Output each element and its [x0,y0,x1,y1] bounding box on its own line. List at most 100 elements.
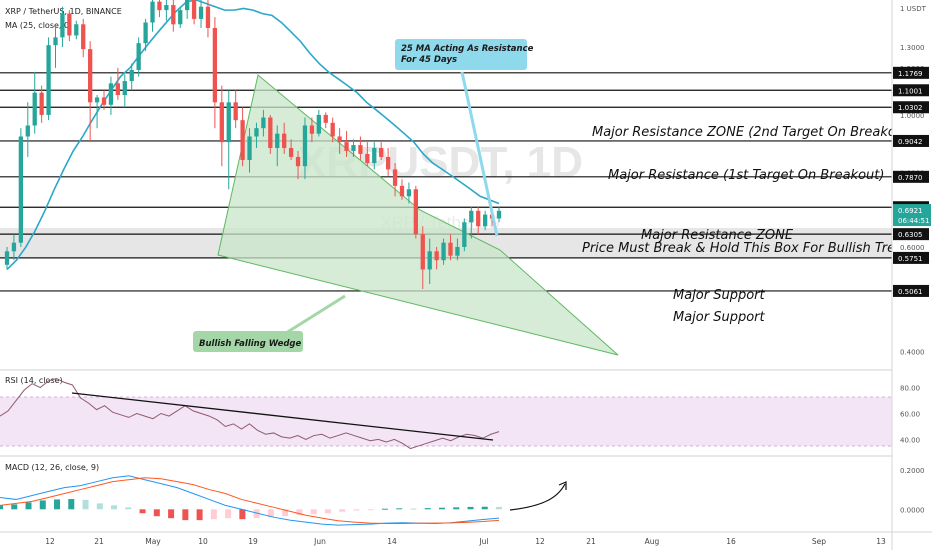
ma-line [6,0,500,271]
macd-histogram-bar [481,506,488,510]
time-axis-tick: May [145,537,161,546]
candle-body [406,189,412,197]
candle-body [226,102,231,143]
price-level-label: 0.9042 [898,138,923,146]
candle-body [94,97,100,103]
rsi-axis-tick: 60.00 [900,411,920,419]
candle-body [427,251,432,270]
falling-wedge [217,74,619,356]
macd-histogram-bar [339,509,346,512]
price-level-tag [893,170,929,183]
ma-legend: MA (25, close, 0) [5,21,73,30]
macd-histogram-bar [96,503,103,510]
price-axis-labels: 1.17691.10011.03020.90420.78700.69970.63… [893,66,931,297]
candle-body [39,92,44,115]
candle-body [205,6,211,28]
candle-body [254,128,259,137]
price-level-label: 0.5751 [898,255,923,263]
macd-axis-tick: 0.2000 [900,467,925,475]
rsi-band [0,397,892,446]
candle-body [157,1,162,11]
macd-histogram-bar [453,507,460,510]
rsi-legend: RSI (14, close) [5,376,63,385]
macd-histogram-bar [153,509,160,517]
current-price-tag [893,204,931,227]
annotation-resistance-zone: Major Resistance ZONE [641,228,794,243]
macd-histogram-bar [182,509,189,521]
price-axis-tick: 1.3000 [900,44,925,52]
macd-histogram-bar [196,509,203,521]
candle-body [178,10,183,25]
callout-pointer-ma [460,71,499,237]
callout-wedge-text: Bullish Falling Wedge [199,339,302,349]
price-axis-tick: 1.0000 [900,112,925,120]
candle-body [337,136,342,143]
candle-body [441,242,446,261]
candle-body [11,242,17,252]
candle-body [365,153,370,164]
candle-body [46,45,51,115]
price-level-tag [893,84,929,97]
candle-body [392,169,398,186]
time-axis-tick: 21 [94,537,104,546]
rsi-trendline [71,392,494,441]
candle-body [448,242,453,256]
price-level-label: 1.0302 [898,104,923,112]
candle-body [469,210,474,223]
candle-body [240,120,245,160]
candle-body [399,185,405,197]
candle-body [385,156,391,170]
macd-histogram-bar [353,509,360,511]
candle-body [288,147,294,157]
macd-histogram-bar [424,508,431,510]
macd-histogram-bar [396,508,403,510]
macd-histogram-bar [496,506,502,510]
annotation-support-2: Major Support [673,310,766,325]
candle-body [191,0,197,19]
candle-body [420,234,425,270]
candle-body [351,145,356,151]
callout-ma-box [395,39,527,70]
macd-histogram-bar [324,509,331,514]
candle-body [261,117,266,129]
candle-body [330,122,335,137]
macd-histogram [0,499,502,521]
macd-legend: MACD (12, 26, close, 9) [5,463,100,472]
candle-body [323,114,328,123]
callout-ma-line2: For 45 Days [401,55,457,65]
macd-histogram-bar [267,509,274,518]
candle-body [476,210,481,227]
signal-line [0,477,500,525]
time-axis[interactable]: 12 21 May 10 19 Jun 14 Jul 12 21 Aug 16 Sep 13 [45,537,886,546]
price-level-label: 1.1001 [898,87,923,95]
candle-body [316,114,321,134]
time-axis-tick: 12 [45,537,55,546]
annotation-resistance-zone-2nd: Major Resistance ZONE (2nd Target On Bre… [592,125,914,140]
macd-histogram-bar [68,499,75,510]
macd-histogram-bar [225,509,232,519]
macd-histogram-bar [168,509,175,519]
candle-body [455,246,460,256]
price-level-tag [893,284,929,297]
macd-histogram-bar [438,507,445,510]
macd-histogram-bar [111,505,118,510]
candle-body [372,147,377,164]
candle-body [247,136,252,160]
candle-body [108,83,114,105]
callout-pointer-wedge [285,294,346,335]
candle-body [282,133,287,148]
macd-axis-tick: 0.0000 [900,506,925,514]
rsi-axis-tick: 80.00 [900,385,920,393]
macd-histogram-bar [410,508,417,510]
macd-histogram-bar [282,509,289,517]
candle-body [53,37,58,46]
macd-histogram-bar [253,509,260,519]
candle-body [482,214,488,227]
time-axis-tick: Aug [645,537,660,546]
candle-body [164,5,169,11]
candle-body [358,145,363,154]
macd-histogram-bar [467,506,474,510]
time-axis-tick: Sep [812,537,826,546]
candle-body [67,13,72,36]
